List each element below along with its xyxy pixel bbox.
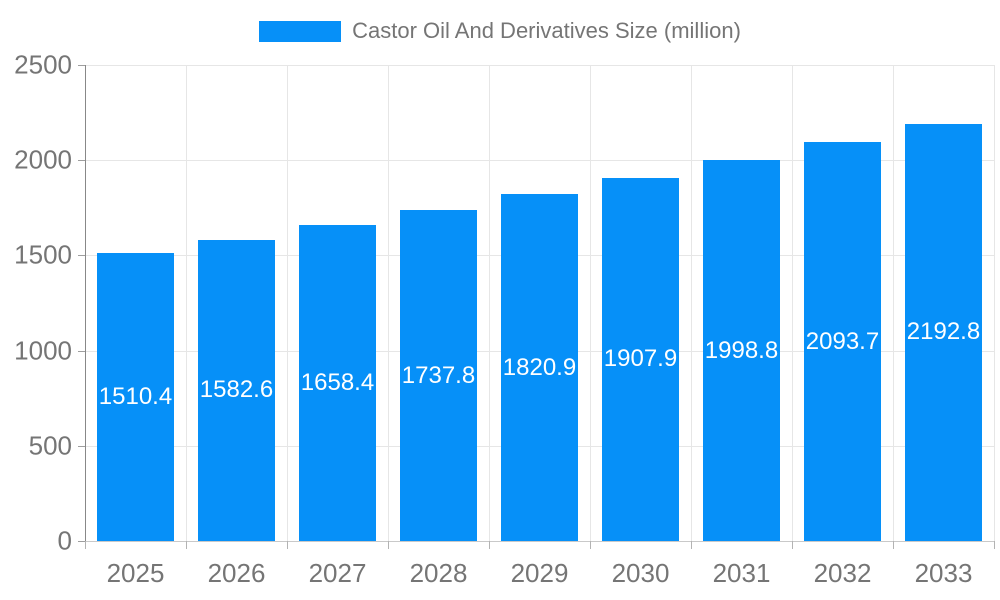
y-gridline [85, 160, 994, 162]
y-tick-mark [78, 160, 85, 162]
bar-value-label: 1510.4 [98, 383, 173, 411]
x-gridline [690, 65, 692, 541]
x-gridline [792, 65, 793, 541]
bar-value-label: 1658.4 [300, 369, 375, 397]
bar-value-label: 1582.6 [199, 376, 274, 404]
y-axis-line [85, 65, 86, 541]
x-gridline [387, 65, 389, 541]
y-axis-tick-label: 1500 [14, 239, 72, 270]
bar[interactable]: 1737.8 [400, 210, 477, 541]
bar[interactable]: 1582.6 [198, 239, 275, 541]
x-axis-tick-label: 2027 [308, 558, 367, 588]
y-tick-mark [78, 445, 85, 447]
bar-value-label: 1907.9 [603, 345, 678, 373]
y-gridline [85, 65, 994, 66]
x-tick-mark [893, 541, 894, 549]
bar[interactable]: 1820.9 [501, 194, 578, 541]
x-tick-mark [590, 541, 591, 549]
bar-value-label: 2192.8 [906, 318, 981, 346]
y-axis-tick-label: 500 [28, 430, 72, 461]
x-gridline [489, 65, 490, 541]
x-axis-tick-label: 2029 [510, 558, 569, 588]
bar[interactable]: 1510.4 [97, 253, 174, 541]
plot-area: 0 500 1000 1500 2000 2500 1510.4 2025 1582.6 2026… [14, 50, 995, 588]
y-tick-mark [78, 350, 85, 352]
bar-value-label: 1998.8 [704, 336, 779, 364]
bar[interactable]: 1907.9 [602, 177, 679, 541]
y-axis-tick-label: 0 [57, 525, 72, 556]
bar[interactable]: 2093.7 [804, 142, 881, 541]
x-tick-mark [994, 541, 995, 549]
bar-value-label: 2093.7 [805, 327, 880, 355]
y-axis-tick-label: 1000 [14, 335, 72, 366]
x-tick-mark [85, 541, 86, 549]
x-gridline [186, 65, 187, 541]
legend-label: Castor Oil And Derivatives Size (million… [352, 18, 741, 43]
x-axis-tick-label: 2030 [611, 558, 670, 588]
bar[interactable]: 1658.4 [299, 225, 376, 541]
x-tick-mark [690, 541, 692, 549]
x-axis-tick-label: 2025 [106, 558, 165, 588]
bar[interactable]: 1998.8 [703, 160, 780, 541]
legend-swatch [259, 20, 342, 42]
y-axis-tick-label: 2500 [14, 49, 72, 80]
bar-value-label: 1820.9 [502, 353, 577, 381]
y-axis-tick-label: 2000 [14, 144, 72, 175]
x-gridline [590, 65, 591, 541]
x-tick-mark [489, 541, 490, 549]
x-tick-mark [792, 541, 793, 549]
x-gridline [893, 65, 894, 541]
y-tick-mark [78, 255, 85, 257]
bar-value-label: 1737.8 [401, 361, 476, 389]
x-axis-tick-label: 2032 [813, 558, 872, 588]
x-axis-tick-label: 2026 [207, 558, 266, 588]
x-gridline [287, 65, 288, 541]
bar[interactable]: 2192.8 [905, 123, 982, 541]
y-tick-mark [78, 65, 85, 66]
x-gridline [994, 65, 995, 541]
y-tick-mark [78, 541, 85, 542]
x-axis-tick-label: 2028 [409, 558, 468, 588]
x-tick-mark [186, 541, 187, 549]
x-axis-tick-label: 2033 [914, 558, 973, 588]
x-axis-baseline [85, 541, 994, 542]
x-tick-mark [287, 541, 288, 549]
x-axis-tick-label: 2031 [712, 558, 771, 588]
x-tick-mark [387, 541, 389, 549]
legend: Castor Oil And Derivatives Size (million… [0, 18, 1000, 44]
